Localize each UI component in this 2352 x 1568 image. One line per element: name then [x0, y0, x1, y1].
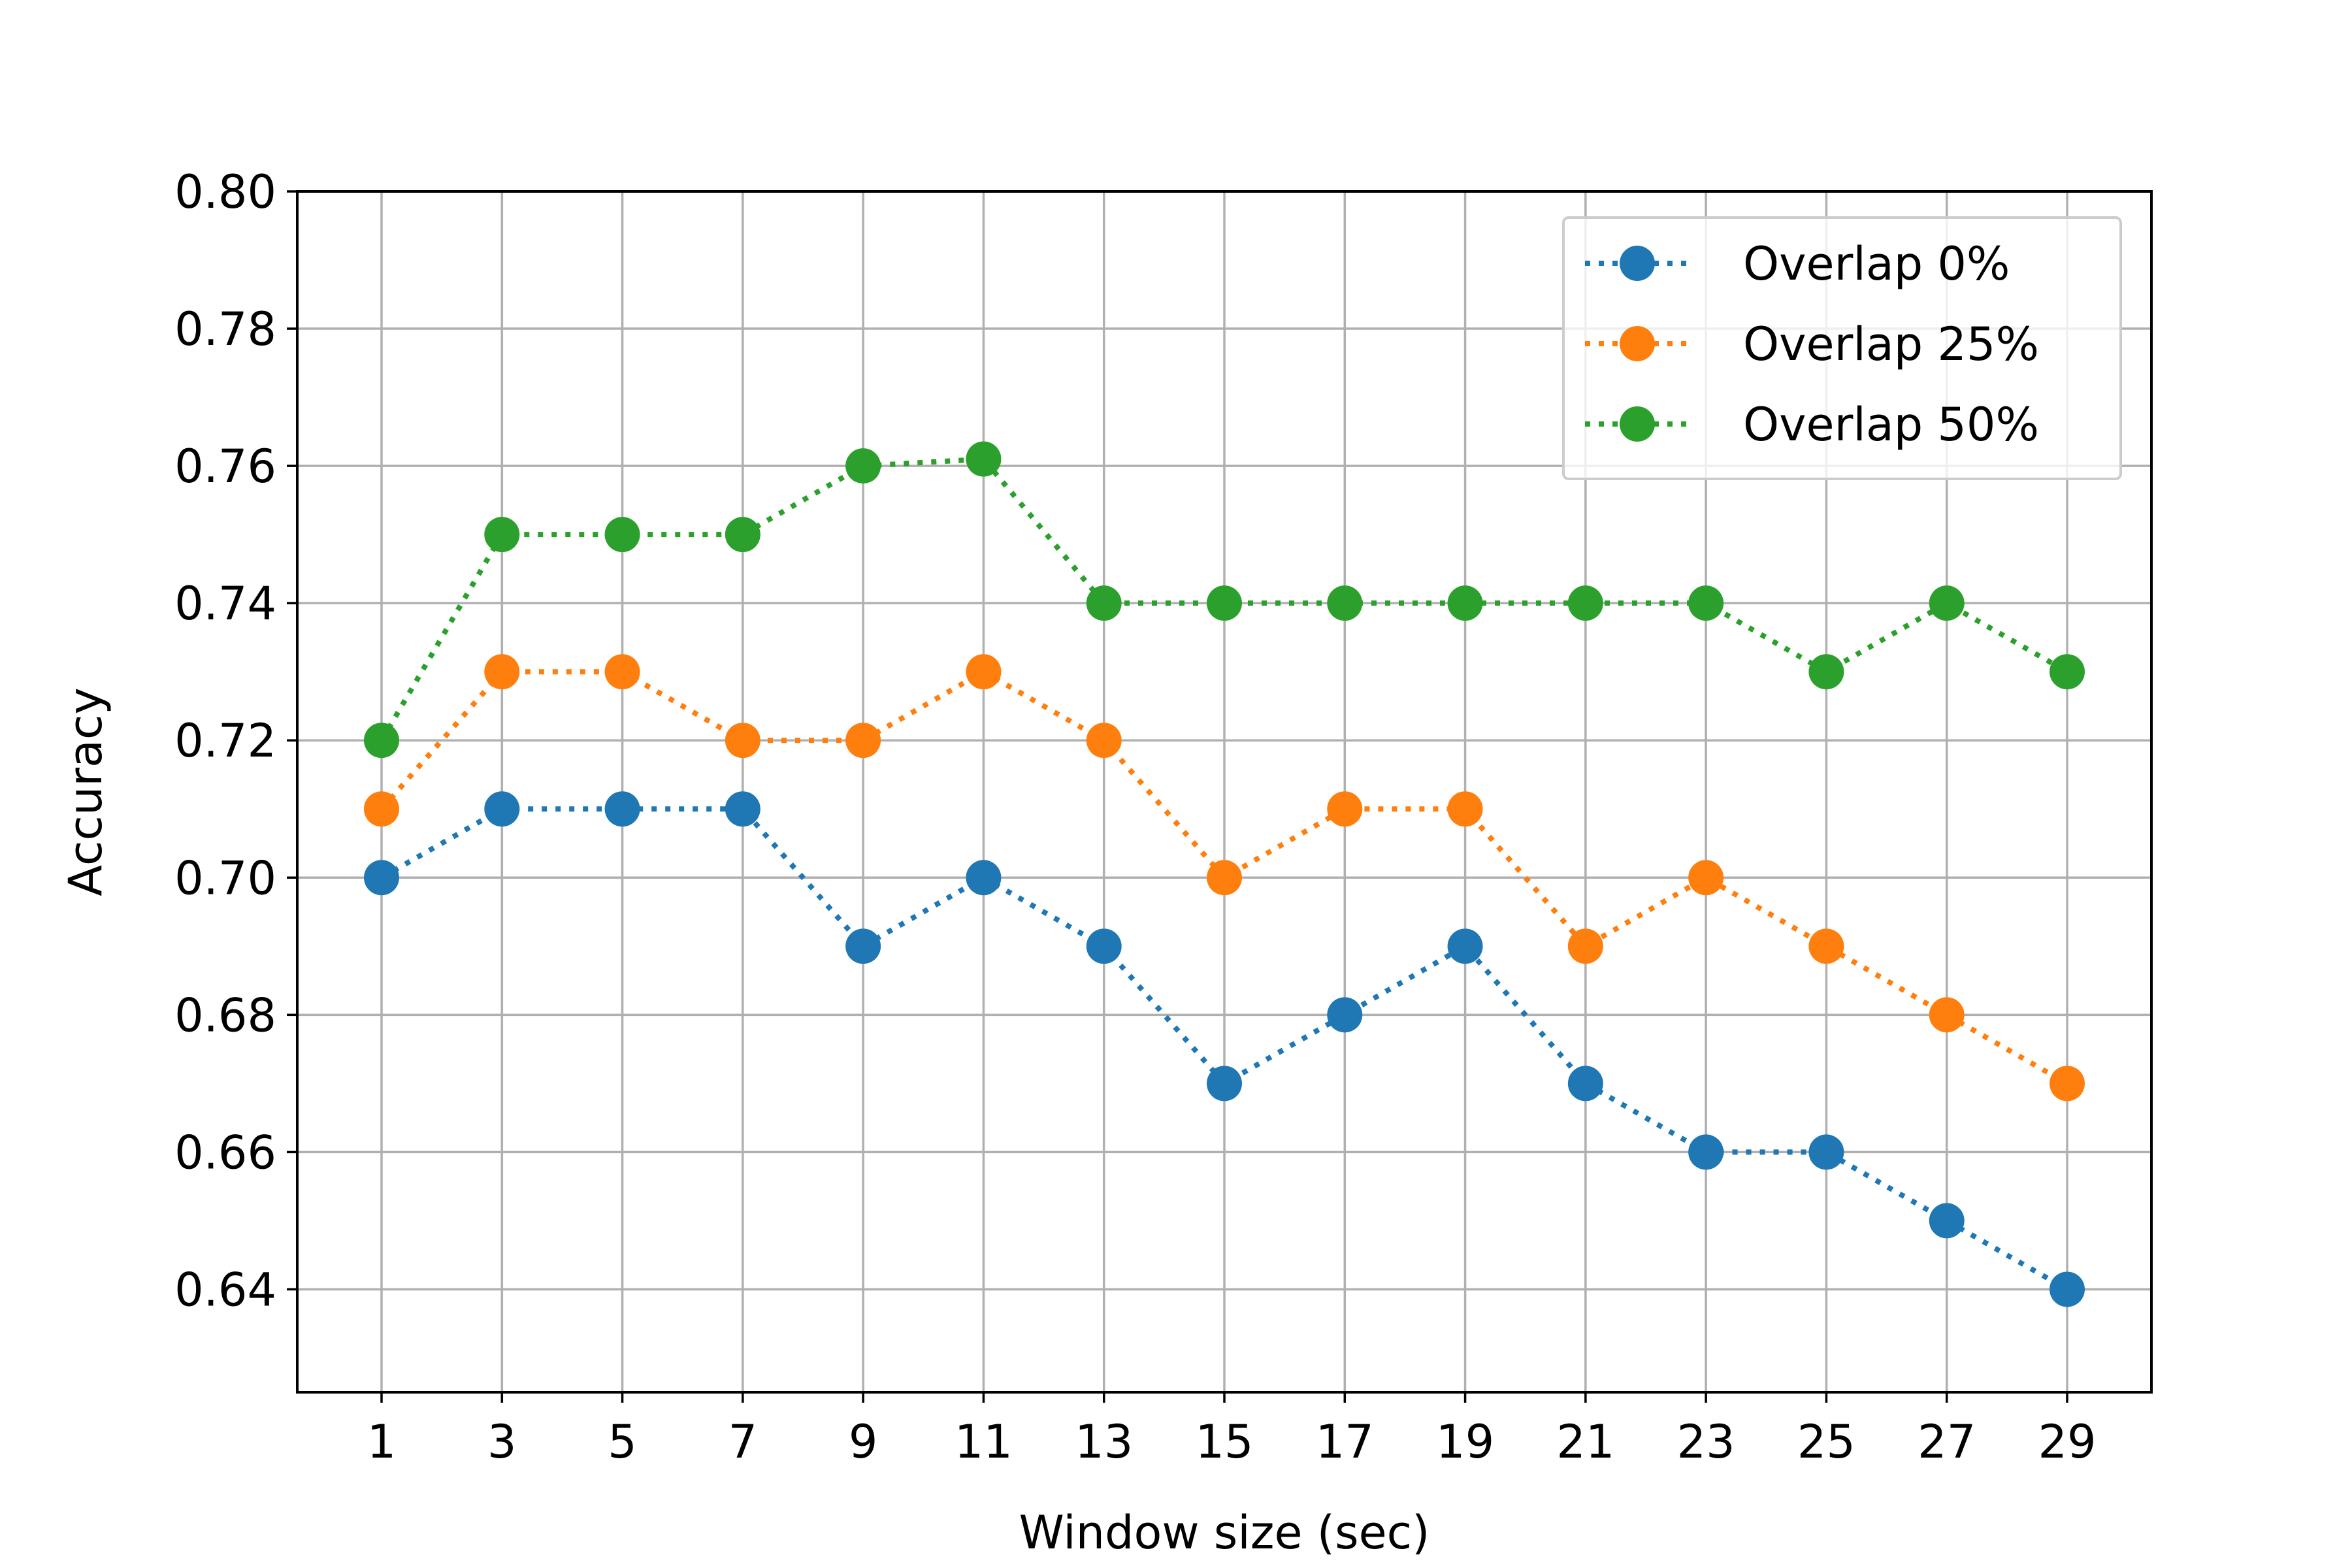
- data-point: [845, 723, 881, 759]
- data-point: [845, 448, 881, 484]
- legend: Overlap 0% Overlap 25% Overlap 50%: [1562, 216, 2122, 480]
- y-tick-label: 0.66: [174, 1126, 276, 1179]
- x-axis-label: Window size (sec): [1019, 1506, 1430, 1560]
- data-point: [1207, 585, 1242, 621]
- x-tick-label: 11: [955, 1415, 1013, 1469]
- x-tick-label: 27: [1918, 1415, 1976, 1469]
- data-point: [604, 791, 640, 827]
- y-tick-label: 0.68: [174, 988, 276, 1042]
- data-point: [1688, 1134, 1724, 1170]
- data-point: [1929, 997, 1965, 1033]
- data-point: [1447, 585, 1483, 621]
- y-tick-label: 0.70: [174, 851, 276, 905]
- y-axis: 0.64 0.66 0.68 0.70 0.72 0.74 0.76 0.78 0.80: [174, 165, 297, 1316]
- data-point: [1086, 585, 1122, 621]
- data-point: [604, 654, 640, 690]
- data-point: [1447, 928, 1483, 964]
- data-point: [1929, 585, 1965, 621]
- data-point: [1327, 585, 1363, 621]
- series-layer: [364, 441, 2085, 1307]
- data-point: [2050, 1066, 2085, 1102]
- data-point: [1688, 860, 1724, 896]
- legend-label: Overlap 0%: [1743, 237, 2010, 291]
- data-point: [1086, 928, 1122, 964]
- x-axis: 1 3 5 7 9 11 13 15 17 19 21 23 25 27 29: [367, 1392, 2097, 1469]
- x-tick-label: 29: [2038, 1415, 2096, 1469]
- data-point: [484, 654, 520, 690]
- series-0: [364, 791, 2085, 1307]
- x-tick-label: 13: [1075, 1415, 1133, 1469]
- x-tick-label: 21: [1556, 1415, 1614, 1469]
- y-tick-label: 0.76: [174, 440, 276, 493]
- legend-box: [1562, 216, 2122, 480]
- x-tick-label: 9: [849, 1415, 878, 1469]
- x-tick-label: 23: [1677, 1415, 1735, 1469]
- y-tick-label: 0.78: [174, 302, 276, 356]
- data-point: [1207, 860, 1242, 896]
- series-1: [364, 654, 2085, 1102]
- x-tick-label: 15: [1195, 1415, 1253, 1469]
- data-point: [966, 860, 1002, 896]
- data-point: [1688, 585, 1724, 621]
- data-point: [1327, 997, 1363, 1033]
- x-tick-label: 5: [608, 1415, 637, 1469]
- data-point: [725, 517, 760, 553]
- legend-marker: [1620, 326, 1655, 361]
- legend-label: Overlap 50%: [1743, 398, 2039, 451]
- legend-label: Overlap 25%: [1743, 318, 2039, 371]
- x-tick-label: 7: [728, 1415, 758, 1469]
- y-axis-label: Accuracy: [59, 687, 112, 896]
- x-tick-label: 3: [487, 1415, 517, 1469]
- y-tick-label: 0.80: [174, 165, 276, 219]
- data-point: [1447, 791, 1483, 827]
- data-point: [1207, 1066, 1242, 1102]
- data-point: [484, 517, 520, 553]
- series-2: [364, 441, 2085, 759]
- data-point: [966, 441, 1002, 477]
- x-tick-label: 1: [367, 1415, 397, 1469]
- data-point: [484, 791, 520, 827]
- y-tick-label: 0.64: [174, 1263, 276, 1316]
- x-tick-label: 17: [1316, 1415, 1374, 1469]
- data-point: [604, 517, 640, 553]
- data-point: [1567, 928, 1603, 964]
- data-point: [2050, 654, 2085, 690]
- y-tick-label: 0.72: [174, 714, 276, 768]
- data-point: [1808, 928, 1844, 964]
- x-tick-label: 25: [1797, 1415, 1855, 1469]
- data-point: [1929, 1203, 1965, 1239]
- x-tick-label: 19: [1436, 1415, 1494, 1469]
- data-point: [1808, 1134, 1844, 1170]
- data-point: [1567, 1066, 1603, 1102]
- data-point: [845, 928, 881, 964]
- data-point: [966, 654, 1002, 690]
- data-point: [364, 791, 399, 827]
- data-point: [725, 723, 760, 759]
- data-point: [1086, 723, 1122, 759]
- data-point: [364, 723, 399, 759]
- data-point: [1808, 654, 1844, 690]
- data-point: [2050, 1271, 2085, 1307]
- y-tick-label: 0.74: [174, 577, 276, 630]
- legend-marker: [1620, 406, 1655, 442]
- data-point: [1327, 791, 1363, 827]
- data-point: [1567, 585, 1603, 621]
- legend-marker: [1620, 246, 1655, 281]
- data-point: [725, 791, 760, 827]
- data-point: [364, 860, 399, 896]
